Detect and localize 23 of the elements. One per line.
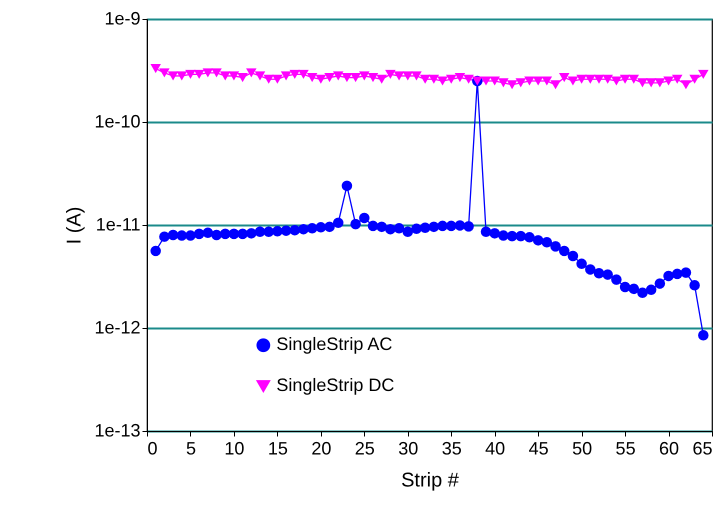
y-tick-label: 1e-13 xyxy=(94,420,140,440)
x-tick-label: 25 xyxy=(354,438,375,458)
legend-label: SingleStrip AC xyxy=(276,334,392,354)
legend-label: SingleStrip DC xyxy=(276,375,394,396)
x-tick-label: 45 xyxy=(528,438,549,458)
x-tick-label: 40 xyxy=(485,438,506,458)
y-tick-label: 1e-11 xyxy=(96,214,140,234)
x-tick-label: 0 xyxy=(148,438,158,458)
y-tick-label: 1e-9 xyxy=(104,8,140,28)
x-tick-label: 65 xyxy=(692,438,712,458)
y-tick-label: 1e-10 xyxy=(94,112,140,132)
x-tick-label: 35 xyxy=(442,438,462,458)
x-tick-label: 5 xyxy=(186,438,196,458)
x-tick-label: 50 xyxy=(572,438,592,458)
x-axis-title: Strip # xyxy=(401,470,460,492)
y-axis-title: I (A) xyxy=(63,206,86,244)
x-tick-label: 15 xyxy=(268,438,288,458)
x-tick-label: 60 xyxy=(659,438,680,458)
x-tick-label: 30 xyxy=(398,438,418,458)
x-tick-label: 55 xyxy=(616,438,636,458)
x-tick-label: 20 xyxy=(311,438,332,458)
x-tick-label: 10 xyxy=(224,438,244,458)
y-tick-label: 1e-12 xyxy=(94,318,140,338)
